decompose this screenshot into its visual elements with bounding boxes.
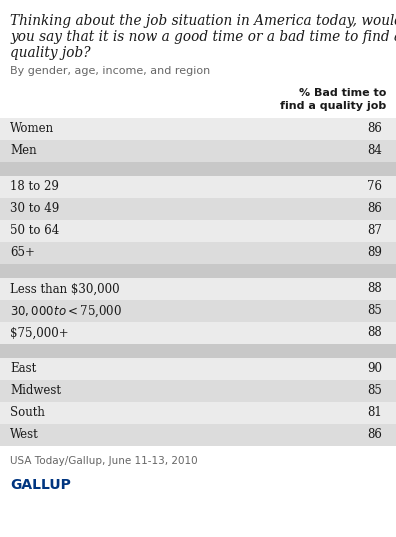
Bar bbox=[0, 424, 396, 446]
Text: 84: 84 bbox=[367, 144, 382, 157]
Bar bbox=[0, 322, 396, 344]
Text: 88: 88 bbox=[367, 326, 382, 339]
Text: 81: 81 bbox=[367, 407, 382, 419]
Bar bbox=[0, 162, 396, 176]
Text: 30 to 49: 30 to 49 bbox=[10, 202, 59, 215]
Bar bbox=[0, 264, 396, 278]
Text: 85: 85 bbox=[367, 384, 382, 397]
Text: East: East bbox=[10, 362, 36, 375]
Text: 87: 87 bbox=[367, 224, 382, 237]
Text: Men: Men bbox=[10, 144, 36, 157]
Text: By gender, age, income, and region: By gender, age, income, and region bbox=[10, 66, 210, 76]
Text: 89: 89 bbox=[367, 246, 382, 259]
Text: 88: 88 bbox=[367, 282, 382, 295]
Text: 18 to 29: 18 to 29 bbox=[10, 180, 59, 193]
Text: quality job?: quality job? bbox=[10, 46, 91, 60]
Bar bbox=[0, 344, 396, 358]
Text: Thinking about the job situation in America today, would: Thinking about the job situation in Amer… bbox=[10, 14, 396, 28]
Text: 86: 86 bbox=[367, 122, 382, 135]
Bar bbox=[0, 242, 396, 264]
Bar bbox=[0, 220, 396, 242]
Text: % Bad time to
find a quality job: % Bad time to find a quality job bbox=[280, 88, 386, 111]
Bar bbox=[0, 402, 396, 424]
Text: 90: 90 bbox=[367, 362, 382, 375]
Text: 86: 86 bbox=[367, 429, 382, 441]
Bar bbox=[0, 300, 396, 322]
Text: Women: Women bbox=[10, 122, 54, 135]
Text: 65+: 65+ bbox=[10, 246, 35, 259]
Text: $30,000 to <$75,000: $30,000 to <$75,000 bbox=[10, 303, 122, 319]
Text: 86: 86 bbox=[367, 202, 382, 215]
Bar bbox=[0, 140, 396, 162]
Text: 76: 76 bbox=[367, 180, 382, 193]
Bar bbox=[0, 278, 396, 300]
Bar bbox=[0, 380, 396, 402]
Text: West: West bbox=[10, 429, 39, 441]
Bar bbox=[0, 118, 396, 140]
Bar bbox=[0, 358, 396, 380]
Text: Less than $30,000: Less than $30,000 bbox=[10, 282, 120, 295]
Text: GALLUP: GALLUP bbox=[10, 478, 71, 492]
Bar bbox=[0, 176, 396, 198]
Text: USA Today/Gallup, June 11-13, 2010: USA Today/Gallup, June 11-13, 2010 bbox=[10, 456, 198, 466]
Bar bbox=[0, 198, 396, 220]
Text: South: South bbox=[10, 407, 45, 419]
Text: 85: 85 bbox=[367, 304, 382, 317]
Text: you say that it is now a good time or a bad time to find a: you say that it is now a good time or a … bbox=[10, 30, 396, 44]
Text: $75,000+: $75,000+ bbox=[10, 326, 69, 339]
Text: 50 to 64: 50 to 64 bbox=[10, 224, 59, 237]
Text: Midwest: Midwest bbox=[10, 384, 61, 397]
